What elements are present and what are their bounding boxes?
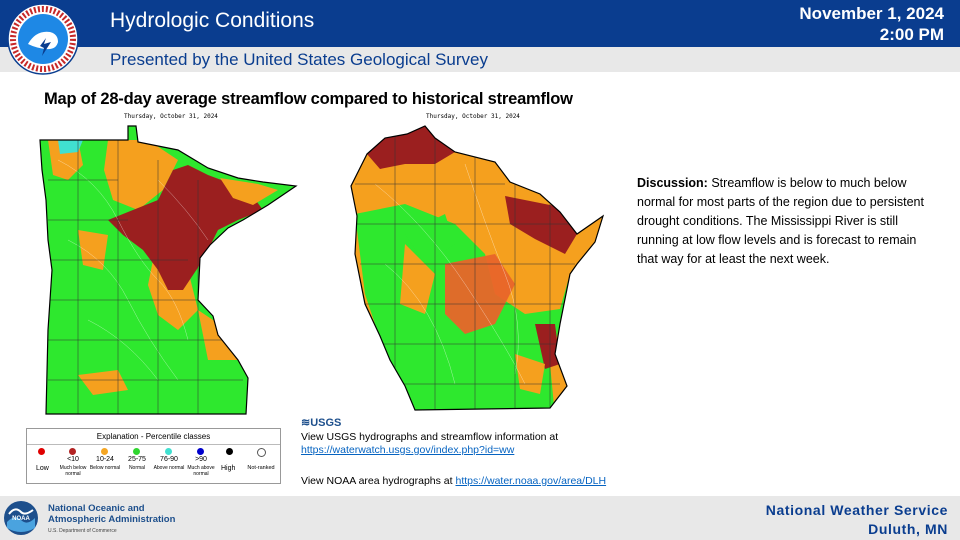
usgs-logo-icon: ≋USGS [301, 417, 342, 429]
low-dot-icon [38, 448, 45, 455]
legend-class-much-below: <10 Much below normal [57, 445, 89, 483]
noaa-name: National Oceanic and Atmospheric Adminis… [48, 503, 175, 525]
footer-bar [0, 496, 960, 540]
subheader-bar [0, 47, 960, 72]
below-dot-icon [101, 448, 108, 455]
date-text: November 1, 2024 [799, 4, 944, 23]
much-below-dot-icon [69, 448, 76, 455]
noaa-line: View NOAA area hydrographs at [301, 475, 456, 487]
legend-low: Low [27, 445, 57, 483]
legend-not-ranked-label: Not-ranked [247, 465, 275, 471]
legend-range: 25-75 [128, 456, 146, 463]
legend-row: Low <10 Much below normal 10-24 Below no… [27, 444, 280, 483]
discussion-body: Streamflow is below to much below normal… [637, 176, 924, 266]
wisconsin-streamflow-map [350, 125, 605, 411]
legend-desc: Normal [128, 465, 146, 471]
legend-class-much-above: >90 Much above normal [185, 445, 217, 483]
legend-range: 76-90 [160, 456, 178, 463]
much-above-dot-icon [197, 448, 204, 455]
not-ranked-dot-icon [257, 448, 266, 457]
noaa-name-line-2: Atmospheric Administration [48, 514, 176, 525]
noaa-department: U.S. Department of Commerce [48, 528, 117, 534]
normal-dot-icon [133, 448, 140, 455]
nws-logo-icon [7, 3, 79, 75]
map-heading: Map of 28-day average streamflow compare… [44, 90, 573, 108]
legend-desc: Below normal [89, 465, 121, 471]
noaa-logo-icon: NOAA [4, 501, 38, 535]
usgs-line: View USGS hydrographs and streamflow inf… [301, 431, 559, 443]
above-dot-icon [165, 448, 172, 455]
legend-high-label: High [221, 465, 236, 472]
time-text: 2:00 PM [879, 25, 944, 44]
legend-desc: Above normal [153, 465, 185, 471]
discussion-text: Discussion: Streamflow is below to much … [637, 174, 929, 269]
legend-range: 10-24 [96, 456, 114, 463]
legend-desc: Much below normal [59, 465, 87, 477]
noaa-name-line-1: National Oceanic and [48, 503, 145, 514]
legend-not-ranked: Not-ranked [243, 445, 279, 483]
legend-class-normal: 25-75 Normal [121, 445, 153, 483]
legend-low-label: Low [36, 465, 49, 472]
office-name: National Weather Service Duluth, MN [766, 501, 948, 539]
noaa-water-link[interactable]: https://water.noaa.gov/area/DLH [455, 475, 607, 487]
office-line-1: National Weather Service [765, 502, 948, 518]
high-dot-icon [226, 448, 233, 455]
header-bar [0, 0, 960, 47]
subtitle: Presented by the United States Geologica… [110, 50, 488, 69]
legend-class-above: 76-90 Above normal [153, 445, 185, 483]
wi-map-date: Thursday, October 31, 2024 [426, 113, 520, 120]
date-time: November 1, 2024 2:00 PM [799, 3, 944, 45]
noaa-logo-text: NOAA [12, 516, 30, 522]
discussion-label: Discussion: [637, 176, 708, 190]
legend-class-below: 10-24 Below normal [89, 445, 121, 483]
legend-high: High [217, 445, 243, 483]
usgs-info: View USGS hydrographs and streamflow inf… [301, 431, 558, 457]
legend-title: Explanation - Percentile classes [96, 432, 211, 441]
legend-desc: Much above normal [187, 465, 215, 477]
mn-map-date: Thursday, October 31, 2024 [124, 113, 218, 120]
noaa-hydrograph-info: View NOAA area hydrographs at https://wa… [301, 475, 606, 487]
minnesota-streamflow-map [39, 125, 298, 415]
percentile-legend: Explanation - Percentile classes Low <10… [26, 428, 281, 484]
page-title: Hydrologic Conditions [110, 9, 315, 32]
legend-range: >90 [195, 456, 207, 463]
usgs-logo-text: USGS [310, 417, 342, 429]
legend-range: <10 [67, 456, 79, 463]
usgs-waterwatch-link[interactable]: https://waterwatch.usgs.gov/index.php?id… [301, 444, 515, 456]
office-line-2: Duluth, MN [868, 521, 948, 537]
